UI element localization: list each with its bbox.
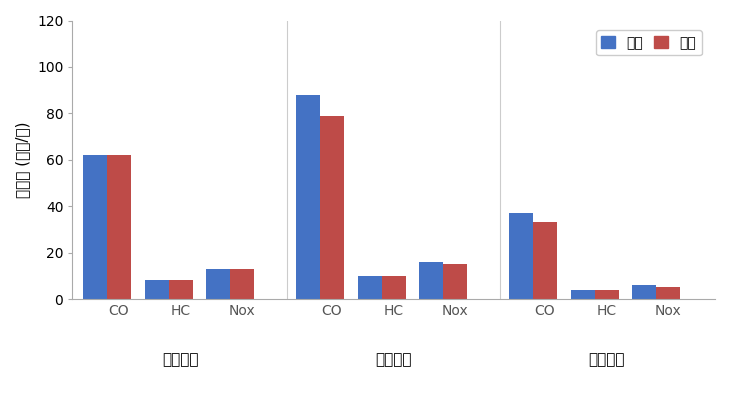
Bar xyxy=(107,155,131,299)
Bar xyxy=(382,276,406,299)
Bar xyxy=(145,281,169,299)
Text: 중형승용: 중형승용 xyxy=(375,352,412,367)
Bar xyxy=(595,290,619,299)
Bar xyxy=(296,95,320,299)
Bar xyxy=(509,213,533,299)
Bar xyxy=(83,155,107,299)
Bar xyxy=(419,262,443,299)
Text: 소형승용: 소형승용 xyxy=(163,352,199,367)
Bar xyxy=(443,264,467,299)
Bar xyxy=(358,276,382,299)
Bar xyxy=(207,269,231,299)
Bar xyxy=(231,269,255,299)
Legend: 기존, 신규: 기존, 신규 xyxy=(596,30,702,55)
Bar xyxy=(320,116,344,299)
Bar xyxy=(632,285,656,299)
Text: 대형승용: 대형승용 xyxy=(588,352,625,367)
Bar xyxy=(533,222,557,299)
Bar xyxy=(571,290,595,299)
Y-axis label: 배출량 (천톤/년): 배출량 (천톤/년) xyxy=(15,122,30,198)
Bar xyxy=(169,281,193,299)
Bar xyxy=(656,288,680,299)
